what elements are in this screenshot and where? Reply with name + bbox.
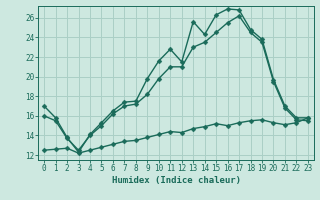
X-axis label: Humidex (Indice chaleur): Humidex (Indice chaleur) [111,176,241,185]
